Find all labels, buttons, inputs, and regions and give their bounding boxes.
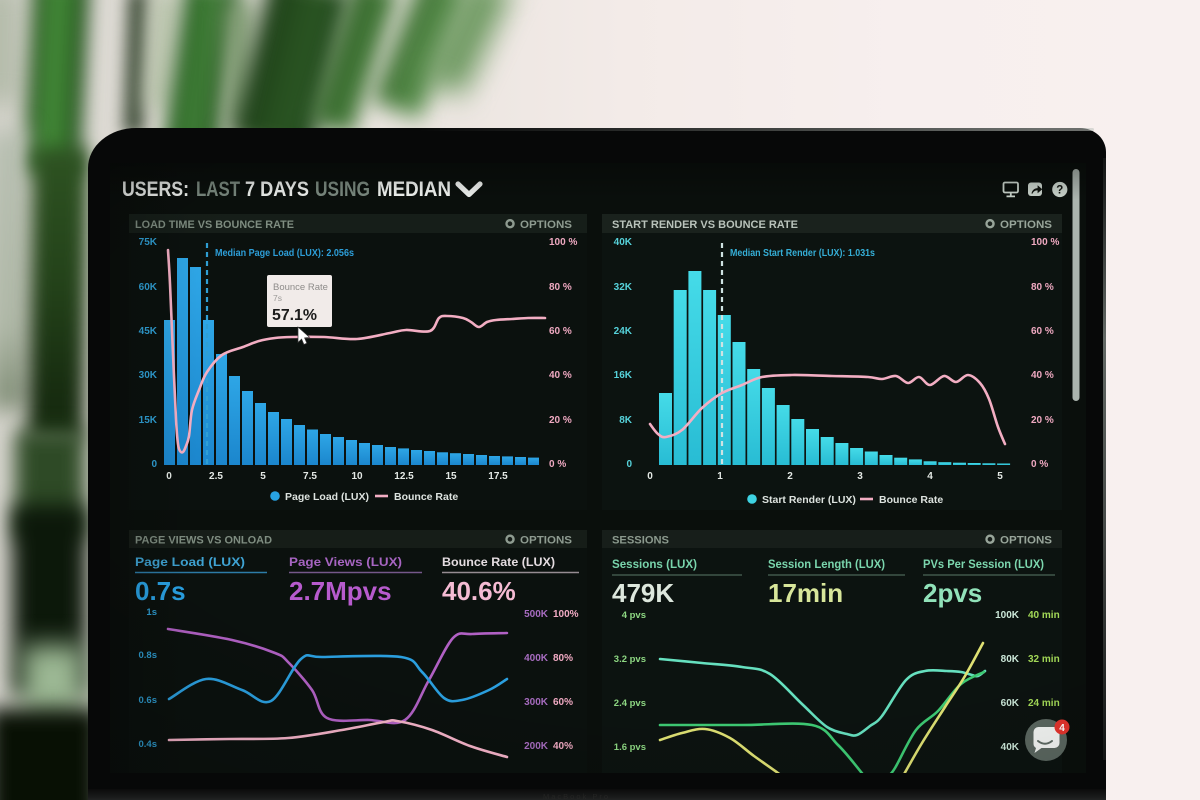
svg-text:32 min: 32 min <box>1028 654 1060 665</box>
svg-text:500K: 500K <box>524 609 549 620</box>
svg-text:SESSIONS: SESSIONS <box>612 535 669 547</box>
svg-text:OPTIONS: OPTIONS <box>1000 219 1052 231</box>
svg-text:3: 3 <box>857 471 863 482</box>
svg-text:100%: 100% <box>553 609 579 620</box>
svg-text:USERS:: USERS: <box>122 177 189 201</box>
svg-text:Median Start Render (LUX): 1.0: Median Start Render (LUX): 1.031s <box>730 247 875 259</box>
svg-text:2.5: 2.5 <box>209 471 223 482</box>
svg-text:5: 5 <box>997 471 1003 482</box>
svg-text:0 %: 0 % <box>1031 459 1048 470</box>
svg-text:PVs Per Session (LUX): PVs Per Session (LUX) <box>923 559 1044 571</box>
svg-text:12.5: 12.5 <box>394 471 414 482</box>
svg-text:1: 1 <box>717 471 723 482</box>
svg-text:60K: 60K <box>139 282 158 293</box>
svg-text:3.2 pvs: 3.2 pvs <box>614 654 646 665</box>
svg-text:8K: 8K <box>619 415 633 426</box>
svg-text:200K: 200K <box>524 741 549 752</box>
svg-text:0.4s: 0.4s <box>139 739 158 750</box>
svg-text:60 %: 60 % <box>1031 326 1054 337</box>
svg-text:Bounce Rate: Bounce Rate <box>273 282 328 293</box>
svg-text:20 %: 20 % <box>1031 415 1054 426</box>
svg-text:75K: 75K <box>139 237 158 248</box>
svg-text:0: 0 <box>151 459 157 470</box>
svg-text:40K: 40K <box>614 237 633 248</box>
svg-text:7 DAYS: 7 DAYS <box>245 177 309 201</box>
svg-text:0.8s: 0.8s <box>139 650 158 661</box>
svg-text:OPTIONS: OPTIONS <box>520 535 572 547</box>
svg-text:2pvs: 2pvs <box>923 578 982 608</box>
svg-text:17min: 17min <box>768 578 843 608</box>
svg-text:0: 0 <box>626 459 632 470</box>
svg-text:LAST: LAST <box>196 177 240 201</box>
svg-text:60 %: 60 % <box>549 326 572 337</box>
svg-text:USING: USING <box>315 177 370 201</box>
svg-text:10: 10 <box>351 471 363 482</box>
svg-text:100 %: 100 % <box>549 237 577 248</box>
svg-text:Bounce Rate: Bounce Rate <box>394 491 458 503</box>
svg-text:7.5: 7.5 <box>303 471 317 482</box>
svg-text:100 %: 100 % <box>1031 237 1059 248</box>
svg-text:20 %: 20 % <box>549 415 572 426</box>
svg-text:80 %: 80 % <box>1031 282 1054 293</box>
svg-text:40 min: 40 min <box>1028 610 1060 621</box>
svg-text:Session Length (LUX): Session Length (LUX) <box>768 559 885 571</box>
svg-text:Bounce Rate: Bounce Rate <box>879 494 943 506</box>
svg-text:Page Load (LUX): Page Load (LUX) <box>135 557 245 569</box>
svg-text:300K: 300K <box>524 697 549 708</box>
svg-text:30K: 30K <box>139 370 158 381</box>
svg-text:60K: 60K <box>1001 698 1020 709</box>
svg-text:PAGE VIEWS VS ONLOAD: PAGE VIEWS VS ONLOAD <box>135 535 272 547</box>
svg-text:45K: 45K <box>139 326 158 337</box>
svg-text:32K: 32K <box>614 282 633 293</box>
svg-text:40K: 40K <box>1001 742 1020 753</box>
svg-text:0.7s: 0.7s <box>135 576 186 606</box>
svg-text:4: 4 <box>1059 723 1065 734</box>
svg-text:Bounce Rate (LUX): Bounce Rate (LUX) <box>442 557 555 569</box>
svg-text:100K: 100K <box>995 610 1020 621</box>
svg-text:24K: 24K <box>614 326 633 337</box>
svg-text:2.7Mpvs: 2.7Mpvs <box>289 576 392 606</box>
svg-text:80 %: 80 % <box>549 282 572 293</box>
svg-text:OPTIONS: OPTIONS <box>1000 535 1052 547</box>
svg-text:LOAD TIME VS BOUNCE RATE: LOAD TIME VS BOUNCE RATE <box>135 219 294 231</box>
svg-text:2: 2 <box>787 471 793 482</box>
svg-text:Start Render (LUX): Start Render (LUX) <box>762 494 856 506</box>
svg-text:Page Views (LUX): Page Views (LUX) <box>289 557 402 569</box>
svg-text:57.1%: 57.1% <box>272 307 317 324</box>
svg-text:4: 4 <box>927 471 933 482</box>
svg-text:0.6s: 0.6s <box>139 695 158 706</box>
svg-text:15K: 15K <box>139 415 158 426</box>
svg-text:Median Page Load (LUX): 2.056s: Median Page Load (LUX): 2.056s <box>215 247 354 259</box>
svg-text:OPTIONS: OPTIONS <box>520 219 572 231</box>
svg-text:40%: 40% <box>553 741 573 752</box>
svg-text:1s: 1s <box>146 607 157 618</box>
svg-text:40 %: 40 % <box>1031 370 1054 381</box>
svg-text:40.6%: 40.6% <box>442 576 516 606</box>
svg-text:MEDIAN: MEDIAN <box>377 177 451 201</box>
svg-text:40 %: 40 % <box>549 370 572 381</box>
svg-text:16K: 16K <box>614 370 633 381</box>
svg-text:400K: 400K <box>524 653 549 664</box>
svg-text:START RENDER VS BOUNCE RATE: START RENDER VS BOUNCE RATE <box>612 219 798 231</box>
svg-text:Page Load (LUX): Page Load (LUX) <box>285 491 369 503</box>
svg-text:24 min: 24 min <box>1028 698 1060 709</box>
svg-text:15: 15 <box>445 471 457 482</box>
svg-text:4 pvs: 4 pvs <box>622 610 646 621</box>
svg-text:2.4 pvs: 2.4 pvs <box>614 698 646 709</box>
svg-text:0 %: 0 % <box>549 459 566 470</box>
svg-text:80%: 80% <box>553 653 573 664</box>
svg-text:Sessions (LUX): Sessions (LUX) <box>612 559 697 571</box>
svg-text:0: 0 <box>166 471 172 482</box>
svg-text:7s: 7s <box>273 293 282 303</box>
svg-text:1.6 pvs: 1.6 pvs <box>614 742 646 753</box>
svg-text:17.5: 17.5 <box>488 471 508 482</box>
svg-text:60%: 60% <box>553 697 573 708</box>
svg-text:80K: 80K <box>1001 654 1020 665</box>
svg-text:479K: 479K <box>612 578 674 608</box>
svg-text:0: 0 <box>647 471 653 482</box>
svg-text:?: ? <box>1056 185 1063 197</box>
svg-text:5: 5 <box>260 471 266 482</box>
